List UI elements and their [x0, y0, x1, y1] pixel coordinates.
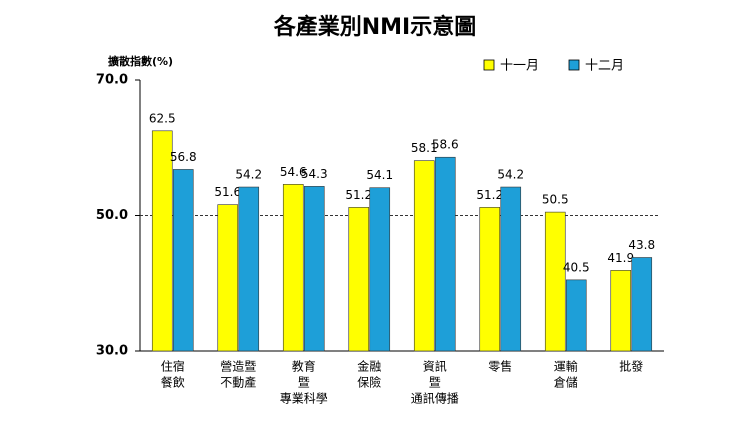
x-tick-label: 專業科學 [280, 392, 328, 406]
x-tick-label: 資訊 [423, 359, 447, 374]
data-label: 54.3 [301, 167, 328, 181]
data-label: 54.2 [497, 168, 524, 182]
x-tick-label: 住宿 [161, 359, 185, 374]
x-tick-label: 營造暨 [220, 360, 256, 374]
data-label: 51.6 [214, 185, 241, 199]
x-tick-label: 保險 [357, 375, 381, 390]
y-tick-label: 50.0 [96, 208, 128, 223]
data-label: 51.2 [345, 188, 372, 202]
data-label: 62.5 [149, 111, 176, 125]
x-tick-label: 通訊傳播 [411, 391, 459, 406]
data-label: 58.1 [411, 141, 438, 155]
bar [151, 130, 173, 352]
data-label: 43.8 [628, 238, 655, 252]
bar [631, 257, 653, 352]
data-label: 51.2 [476, 188, 503, 202]
x-tick-label: 暨 [298, 376, 310, 390]
legend-label: 十一月 [500, 59, 539, 74]
x-tick-label: 暨 [429, 376, 441, 390]
bar [544, 211, 566, 352]
x-tick-label: 不動產 [220, 375, 256, 390]
data-label: 54.6 [280, 165, 307, 179]
bar [610, 270, 632, 352]
bar [303, 186, 325, 352]
data-label: 50.5 [542, 193, 569, 207]
y-tick-label: 70.0 [96, 73, 128, 88]
y-tick-label: 30.0 [96, 344, 128, 359]
bar [413, 160, 435, 352]
bar [238, 186, 260, 352]
bar [565, 279, 587, 352]
bar [348, 207, 370, 352]
data-label: 54.1 [366, 168, 393, 182]
bar [369, 187, 391, 352]
legend-label: 十二月 [585, 59, 624, 74]
data-label: 56.8 [170, 150, 197, 164]
bar [217, 204, 239, 352]
legend-swatch [483, 59, 495, 71]
bar [434, 156, 456, 352]
data-label: 40.5 [563, 260, 590, 274]
bar [282, 184, 304, 352]
x-tick-label: 教育 [292, 359, 316, 374]
data-label: 58.6 [432, 138, 459, 152]
data-label: 54.2 [235, 168, 262, 182]
x-tick-label: 批發 [619, 359, 643, 374]
bar [479, 207, 501, 352]
chart-title: 各產業別NMI示意圖 [273, 14, 477, 40]
bar [172, 169, 194, 352]
y-axis-label: 擴散指數(%) [108, 54, 173, 68]
x-tick-label: 零售 [488, 359, 512, 374]
x-tick-label: 運輸 [554, 359, 578, 374]
bar [500, 186, 522, 352]
x-tick-label: 倉儲 [554, 375, 578, 390]
data-label: 41.9 [607, 251, 634, 265]
legend-swatch [568, 59, 580, 71]
x-tick-label: 餐飲 [161, 375, 185, 390]
x-tick-label: 金融 [357, 359, 381, 374]
